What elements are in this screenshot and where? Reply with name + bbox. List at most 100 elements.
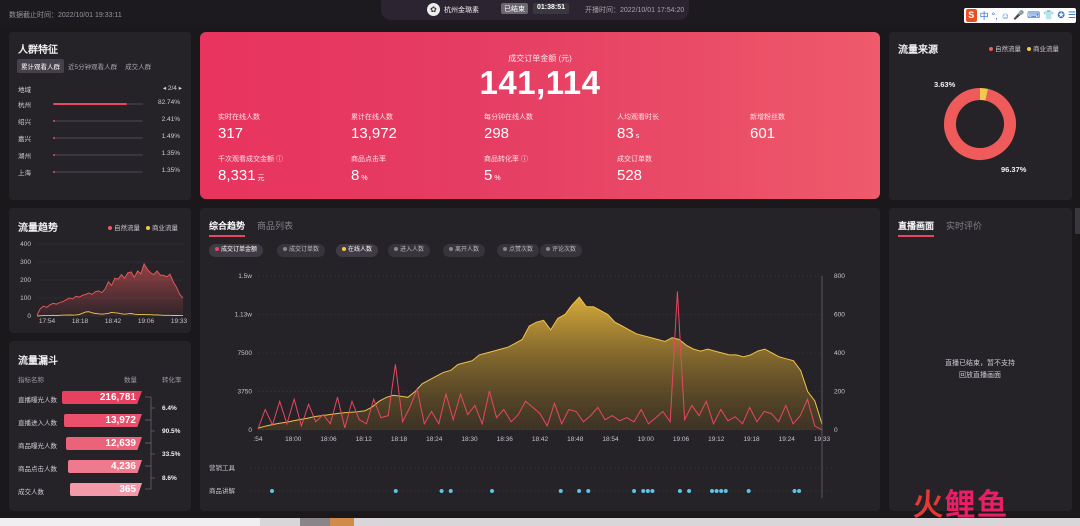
metric-chip[interactable]: 成交订单金额 bbox=[209, 244, 264, 257]
funnel-row-bar: 365 bbox=[70, 483, 142, 496]
product-explain-marker[interactable] bbox=[797, 489, 802, 493]
product-explain-marker[interactable] bbox=[687, 489, 692, 493]
tab-product-list[interactable]: 商品列表 bbox=[257, 221, 294, 231]
metric-item: 商品点击率 8% bbox=[351, 154, 386, 184]
product-explain-marker[interactable] bbox=[677, 489, 682, 493]
product-explain-marker[interactable] bbox=[714, 489, 719, 493]
product-explain-marker[interactable] bbox=[746, 489, 751, 493]
main-y-right-tick: 400 bbox=[834, 350, 845, 357]
top-bar: 数据截止时间：2022/10/01 19:33:11 ✿ 杭州金璐素 已结束 0… bbox=[0, 0, 1080, 28]
main-row-label: 营销工具 bbox=[209, 463, 236, 472]
funnel-col-name: 指标名称 bbox=[18, 377, 44, 384]
metric-unit: % bbox=[494, 175, 501, 182]
live-ended-line2: 回放直播画面 bbox=[959, 372, 1001, 379]
product-explain-marker[interactable] bbox=[650, 489, 655, 493]
main-y-right-tick: 200 bbox=[834, 389, 845, 396]
metric-chip[interactable]: 进入人数 bbox=[388, 244, 431, 257]
trend-y-tick: 200 bbox=[20, 277, 31, 284]
product-explain-marker[interactable] bbox=[645, 489, 650, 493]
funnel-row-bar: 12,639 bbox=[66, 437, 142, 450]
product-explain-marker[interactable] bbox=[792, 489, 797, 493]
metric-chip[interactable]: 成交订单数 bbox=[277, 244, 326, 257]
trend-x-tick: 18:18 bbox=[72, 318, 89, 325]
ime-keyboard-icon[interactable]: ⌨ bbox=[1027, 10, 1041, 20]
product-explain-marker[interactable] bbox=[270, 489, 274, 493]
tab-cumulative-viewers[interactable]: 累计观看人群 bbox=[17, 59, 64, 73]
tab-overall-trend[interactable]: 综合趋势 bbox=[209, 219, 246, 237]
online-users-area bbox=[258, 297, 822, 430]
tab-recent-viewers[interactable]: 近5分钟观看人群 bbox=[68, 64, 118, 71]
main-y-left-tick: 1.5w bbox=[238, 273, 252, 280]
region-name: 嘉兴 bbox=[18, 136, 31, 143]
trend-paid-line bbox=[36, 311, 183, 317]
metric-chip[interactable]: 在线人数 bbox=[336, 244, 379, 257]
metric-item: 人均观看时长 83 s bbox=[617, 112, 659, 142]
metric-chip[interactable]: 点赞次数 bbox=[497, 244, 540, 257]
main-chart-tabs: 综合趋势 商品列表 bbox=[209, 219, 293, 237]
product-explain-marker[interactable] bbox=[719, 489, 724, 493]
ime-toolbox-icon[interactable]: ✪ bbox=[1057, 10, 1065, 20]
trend-natural-line bbox=[36, 262, 184, 316]
metric-value: 83 bbox=[617, 125, 634, 142]
tab-buyers[interactable]: 成交人群 bbox=[125, 64, 152, 71]
product-explain-marker[interactable] bbox=[558, 489, 563, 493]
main-x-tick: 18:54 bbox=[602, 436, 619, 443]
metric-value: 528 bbox=[617, 167, 643, 184]
product-explain-marker[interactable] bbox=[641, 489, 646, 493]
shop-info: ✿ 杭州金璐素 已结束 01:38:51 开播时间：2022/10/01 17:… bbox=[381, 0, 689, 20]
region-bar bbox=[53, 171, 143, 173]
chip-dot bbox=[283, 247, 287, 252]
metric-label: 每分钟在线人数 bbox=[484, 114, 533, 121]
trend-x-tick: 19:33 bbox=[171, 318, 188, 325]
sogou-logo-icon[interactable]: S bbox=[966, 9, 977, 22]
product-explain-marker[interactable] bbox=[710, 489, 714, 493]
metric-value: 601 bbox=[750, 125, 776, 142]
tab-live-comments[interactable]: 实时评价 bbox=[946, 221, 983, 231]
product-explain-marker[interactable] bbox=[586, 489, 591, 493]
main-x-tick: 19:24 bbox=[779, 436, 796, 443]
source-legend-paid-dot bbox=[1027, 47, 1031, 52]
metric-value-row: 8,331 元 bbox=[218, 167, 283, 184]
tab-live-video[interactable]: 直播画面 bbox=[898, 219, 935, 237]
funnel-row-bar: 13,972 bbox=[64, 414, 142, 427]
product-explain-marker[interactable] bbox=[393, 489, 398, 493]
live-ended-line1: 直播已结束，暂不支持 bbox=[945, 360, 1015, 367]
ime-emoji-icon[interactable]: ☺ bbox=[1000, 10, 1010, 21]
metric-unit: s bbox=[635, 133, 640, 140]
main-x-tick: 18:18 bbox=[391, 436, 408, 443]
trend-x-tick: 19:06 bbox=[138, 318, 155, 325]
funnel-row-bar: 4,236 bbox=[68, 460, 142, 473]
metric-chip[interactable]: 评论次数 bbox=[540, 244, 583, 257]
data-cutoff-time: 数据截止时间：2022/10/01 19:33:11 bbox=[9, 12, 122, 19]
metric-item: 新增粉丝数 601 bbox=[750, 112, 785, 142]
region-pager[interactable]: ◂ 2/4 ▸ bbox=[162, 85, 182, 92]
product-explain-marker[interactable] bbox=[723, 489, 728, 493]
product-explain-marker[interactable] bbox=[490, 489, 494, 493]
metric-item: 成交订单数 528 bbox=[617, 154, 652, 184]
funnel-row-bar: 216,781 bbox=[62, 391, 142, 404]
region-name: 绍兴 bbox=[18, 119, 31, 126]
ime-punctuation-icon[interactable]: °, bbox=[991, 10, 998, 21]
ime-toolbar[interactable]: S 中 °, ☺ 🎤 ⌨ 👕 ✪ ☰ bbox=[964, 8, 1076, 23]
product-explain-marker[interactable] bbox=[448, 489, 453, 493]
ime-skin-icon[interactable]: 👕 bbox=[1043, 10, 1055, 20]
live-duration: 01:38:51 bbox=[533, 3, 570, 14]
main-x-tick: 18:06 bbox=[320, 436, 337, 443]
metric-chip[interactable]: 离开人数 bbox=[443, 244, 486, 257]
traffic-trend-legend: 自然流量 商业流量 bbox=[108, 222, 178, 232]
page-scrollbar[interactable] bbox=[1075, 208, 1080, 234]
product-explain-marker[interactable] bbox=[577, 489, 582, 493]
ime-menu-icon[interactable]: ☰ bbox=[1067, 10, 1076, 20]
product-explain-marker[interactable] bbox=[632, 489, 637, 493]
region-pct: 1.35% bbox=[161, 167, 180, 174]
main-x-tick: 18:24 bbox=[426, 436, 443, 443]
audience-title: 人群特征 bbox=[18, 45, 58, 56]
metric-value: 298 bbox=[484, 125, 510, 142]
ime-chinese-mode[interactable]: 中 bbox=[979, 11, 989, 21]
product-explain-marker[interactable] bbox=[439, 489, 444, 493]
region-bar-fill bbox=[53, 171, 55, 173]
ime-microphone-icon[interactable]: 🎤 bbox=[1012, 10, 1025, 20]
main-row-label: 商品讲解 bbox=[209, 486, 236, 495]
region-bar bbox=[53, 120, 143, 122]
